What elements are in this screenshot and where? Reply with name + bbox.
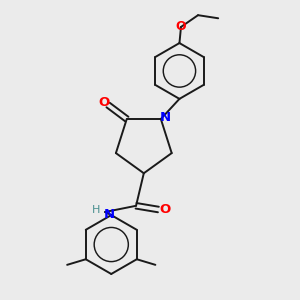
- Text: O: O: [159, 203, 170, 216]
- Text: N: N: [159, 111, 170, 124]
- Text: N: N: [104, 208, 115, 221]
- Text: H: H: [92, 206, 100, 215]
- Text: O: O: [176, 20, 186, 33]
- Text: O: O: [98, 96, 110, 110]
